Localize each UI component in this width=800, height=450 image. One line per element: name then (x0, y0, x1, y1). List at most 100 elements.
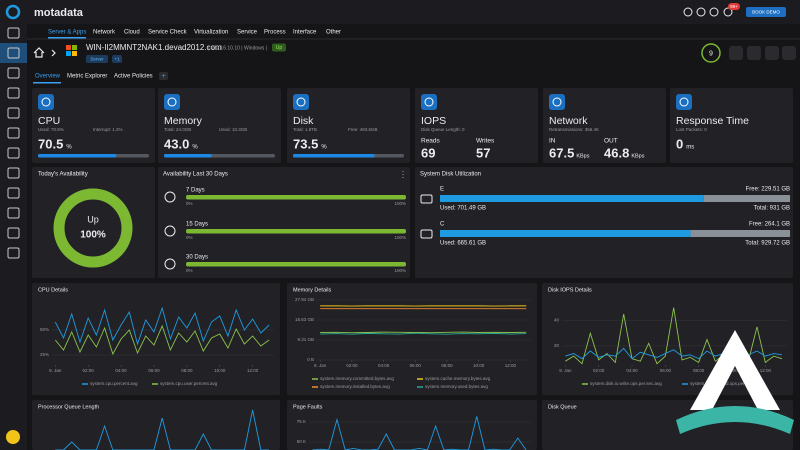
metric-value: 57 (476, 145, 490, 160)
toolbar-icon[interactable] (696, 7, 706, 17)
card-stat: Total: 1.8TB (293, 127, 317, 132)
view-tab[interactable]: Overview (35, 74, 61, 80)
action-button[interactable] (747, 46, 761, 60)
drive-icon (420, 194, 433, 204)
action-button[interactable] (765, 46, 779, 60)
card-unit: % (66, 145, 72, 151)
sidebar-icon[interactable] (7, 127, 20, 139)
chart-panel (287, 400, 537, 450)
sidebar-icon[interactable] (7, 27, 20, 39)
drive-icon (420, 229, 433, 239)
nav-tab[interactable]: Other (326, 30, 341, 36)
sidebar-icon[interactable] (7, 247, 20, 259)
card-title: Network (549, 115, 588, 127)
drive-total: Total: 931 GB (754, 206, 790, 212)
availability-bar (186, 229, 406, 234)
view-tab-underline (33, 82, 61, 84)
card-icon (293, 94, 309, 110)
add-tab: + (161, 73, 165, 80)
action-button[interactable] (782, 46, 796, 60)
legend-label[interactable]: system.disk.io.read.ops.per.sec.avg (690, 381, 762, 386)
series-line (312, 416, 527, 450)
metric-card (543, 88, 666, 163)
row-label: 15 Days (186, 222, 208, 228)
legend-label[interactable]: system.memory.used.bytes.avg (425, 384, 488, 389)
chart-title: Disk IOPS Details (548, 287, 592, 293)
watermark-a (690, 330, 780, 410)
sidebar-icon[interactable] (7, 67, 20, 79)
metric-card (287, 88, 410, 163)
sidebar-icon[interactable] (7, 187, 20, 199)
card-unit: ms (686, 145, 694, 151)
home-icon[interactable] (33, 47, 45, 58)
card-stat: Retransmissions: 356.4K (549, 127, 599, 132)
series-line (54, 324, 270, 356)
chart-title: Memory Details (293, 287, 331, 293)
nav-tab[interactable]: Server & Apps (48, 30, 86, 36)
sidebar-icon[interactable] (7, 207, 20, 219)
card-icon-glyph (167, 97, 177, 107)
row-icon (164, 191, 176, 203)
view-tab[interactable]: Active Policies (114, 74, 153, 80)
donut-value: 100% (80, 230, 106, 241)
card-title: Response Time (676, 115, 749, 127)
scale-label: 100% (394, 201, 406, 206)
card-title: IOPS (421, 115, 446, 127)
sidebar-avatar[interactable] (6, 430, 20, 444)
legend-label[interactable]: system.memory.installed.bytes.avg (320, 384, 390, 389)
toolbar-icon[interactable] (683, 7, 693, 17)
legend-label[interactable]: system.disk.io.write.ops.per.sec.avg (590, 381, 662, 386)
row-icon (164, 258, 176, 270)
notification-badge (728, 3, 740, 10)
sidebar-icon[interactable] (7, 107, 20, 119)
nav-tab[interactable]: Process (264, 30, 286, 36)
sidebar-active (0, 43, 27, 63)
progress-bar (38, 154, 117, 158)
nav-tab[interactable]: Service Check (148, 30, 188, 36)
card-icon (421, 94, 437, 110)
card-icon-glyph (41, 97, 51, 107)
metric-card (32, 88, 155, 163)
toolbar-icon[interactable] (723, 7, 733, 17)
nav-tab[interactable]: Service (237, 30, 258, 36)
card-title: Disk (293, 115, 314, 127)
metric-unit: KBps (631, 153, 644, 159)
nav-tab[interactable]: Cloud (124, 30, 140, 36)
x-tick-label: 08:00 (693, 368, 705, 373)
add-tab-button[interactable] (159, 72, 168, 80)
progress-bar (164, 154, 212, 158)
legend-label[interactable]: system.cpu.percent.avg (90, 381, 138, 386)
metric-value: 67.5 (549, 145, 574, 160)
sidebar-icon[interactable] (7, 87, 20, 99)
card-stat: Interrupt: 1.2% (93, 127, 123, 132)
sidebar-icon[interactable] (7, 147, 20, 159)
metric-label: IN (549, 138, 556, 145)
legend-label[interactable]: system.memory.committed.bytes.avg (320, 376, 394, 381)
row-label: 30 Days (186, 255, 208, 261)
card-unit: % (321, 145, 327, 151)
nav-tab[interactable]: Virtualization (194, 30, 228, 36)
alert-ring[interactable] (701, 43, 721, 63)
sidebar-icon[interactable] (7, 227, 20, 239)
sidebar-icon[interactable] (7, 167, 20, 179)
nav-tab[interactable]: Network (93, 30, 116, 36)
top-bar (27, 0, 800, 24)
x-tick-label: 04:00 (626, 368, 638, 373)
metric-label: Writes (476, 138, 495, 145)
nav-tab[interactable]: Interface (293, 30, 317, 36)
scale-label: 0% (186, 268, 193, 273)
metric-label: Reads (421, 138, 441, 145)
view-tab[interactable]: Metric Explorer (67, 74, 107, 80)
action-button[interactable] (729, 46, 743, 60)
drive-name: E (440, 187, 444, 193)
tag-pill (86, 55, 108, 63)
demo-button[interactable] (746, 7, 786, 17)
legend-label[interactable]: system.cpu.user.percent.avg (160, 381, 218, 386)
sidebar-icon[interactable] (7, 47, 20, 59)
drive-used: Used: 701.49 GB (440, 206, 486, 212)
app-logo (5, 4, 21, 20)
toolbar-icon[interactable] (709, 7, 719, 17)
legend-label[interactable]: system.cache.memory.bytes.avg (425, 376, 491, 381)
notification-count: 99+ (730, 4, 738, 9)
card-icon (38, 94, 54, 110)
